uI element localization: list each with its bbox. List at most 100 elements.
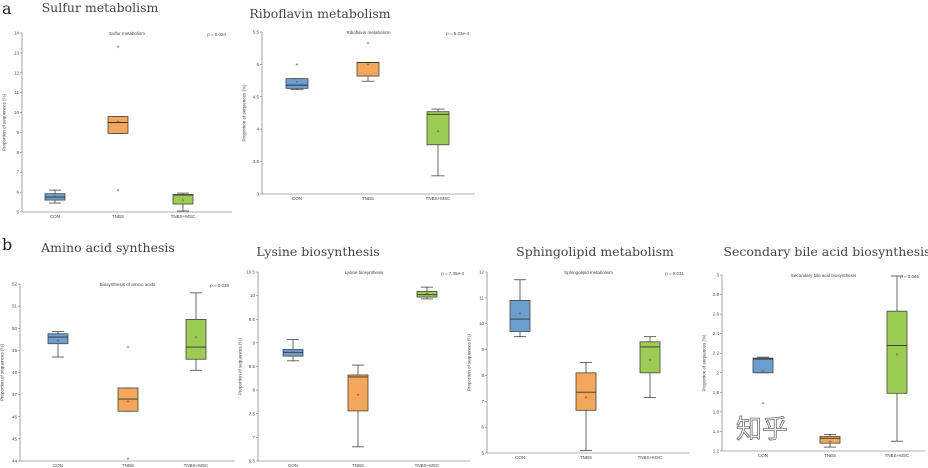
- box-iqr: [509, 300, 531, 332]
- mean-marker: [194, 335, 198, 339]
- box-tnbs: [356, 41, 380, 82]
- mean-marker: [181, 198, 185, 202]
- y-tick-label: 1.6: [713, 409, 720, 414]
- y-tick-label: 52: [12, 282, 18, 287]
- box-iqr: [285, 78, 309, 89]
- p-value: p = 0.031: [665, 271, 684, 276]
- box-con: [509, 279, 531, 338]
- y-tick-label: 2: [716, 370, 719, 375]
- y-tick-label: 5.5: [253, 30, 260, 35]
- x-tick-label: TNBS: [362, 196, 374, 201]
- y-tick-label: 3.5: [253, 159, 260, 164]
- x-tick-label: CON: [515, 455, 525, 460]
- y-tick-label: 1.2: [713, 449, 720, 454]
- box-con: [282, 339, 304, 362]
- box-con: [47, 331, 69, 358]
- x-tick-label: TNBS: [824, 453, 836, 458]
- chart-sphingolipid-metabolism: Sphingolipid metabolism Sphingolipid meta…: [467, 244, 690, 460]
- p-value: p = 7.35e-4: [441, 271, 464, 276]
- mean-marker: [295, 80, 299, 84]
- y-tick-label: 7.5: [249, 411, 256, 416]
- y-tick-label: 48: [12, 370, 18, 375]
- y-tick-label: 9: [481, 347, 484, 352]
- chart-title: Amino acid synthesis: [40, 240, 175, 255]
- y-tick-label: 9.5: [249, 317, 256, 322]
- chart-title: Sphingolipid metabolism: [516, 244, 674, 259]
- outlier-point: [761, 401, 765, 405]
- y-tick-label: 3: [716, 273, 719, 278]
- outlier-point: [116, 188, 120, 192]
- chart-lysine-biosynthesis: Lysine biosynthesis Lysine biosynthesis p …: [238, 244, 470, 468]
- y-axis-label: Proportion of sequences (%): [242, 84, 247, 142]
- y-tick-label: 8.5: [249, 364, 256, 369]
- box-iqr: [752, 357, 774, 374]
- y-tick-label: 9: [16, 130, 19, 135]
- box-iqr: [819, 435, 841, 444]
- y-axis-label: Proportion of sequences (%): [2, 93, 7, 151]
- x-tick-label: CON: [53, 463, 63, 468]
- x-tick-label: TNBS+MSC: [184, 463, 209, 468]
- x-tick-label: TNBS+MSC: [426, 196, 451, 201]
- x-tick-label: CON: [758, 453, 768, 458]
- mean-marker: [761, 369, 765, 373]
- x-tick-label: CON: [50, 214, 60, 219]
- box-tnbs: [107, 45, 129, 192]
- x-tick-label: TNBS+MSC: [638, 455, 663, 460]
- chart-title: Lysine biosynthesis: [256, 244, 379, 259]
- mean-marker: [436, 129, 440, 133]
- y-tick-label: 51: [12, 304, 18, 309]
- y-tick-label: 4.5: [253, 94, 260, 99]
- y-tick-label: 1.8: [713, 390, 720, 395]
- mean-marker: [584, 396, 588, 399]
- mean-marker: [648, 358, 652, 362]
- box-tnbs: [575, 362, 597, 451]
- x-tick-label: CON: [292, 196, 302, 201]
- y-tick-label: 46: [12, 414, 18, 419]
- p-value: p = 5.23e-4: [446, 31, 469, 36]
- y-tick-label: 49: [12, 348, 18, 353]
- box-iqr: [886, 310, 908, 394]
- box-tnbs: [819, 433, 841, 448]
- y-tick-label: 3: [256, 192, 259, 197]
- y-tick-label: 7: [481, 399, 484, 404]
- box-iqr: [639, 341, 661, 374]
- y-tick-label: 14: [14, 31, 20, 36]
- y-tick-label: 5: [481, 451, 484, 456]
- box-iqr: [117, 387, 139, 412]
- mean-marker: [291, 351, 295, 354]
- y-tick-label: 6.5: [249, 459, 256, 464]
- y-tick-label: 10: [14, 110, 20, 115]
- y-tick-label: 1.4: [713, 429, 720, 434]
- mean-marker: [126, 399, 130, 403]
- mean-marker: [828, 439, 832, 443]
- chart-title: Secondary bile acid biosynthesis: [723, 244, 928, 259]
- y-tick-label: 44: [12, 459, 18, 464]
- mean-marker: [56, 339, 60, 342]
- inner-title: Lysine biosynthesis: [345, 270, 385, 275]
- box-tnbs-msc: [426, 108, 450, 177]
- x-tick-label: TNBS: [122, 463, 134, 468]
- x-tick-label: CON: [288, 463, 298, 468]
- y-tick-label: 5: [16, 210, 19, 215]
- y-tick-label: 6: [16, 190, 19, 195]
- chart-amino-acid-synthesis: Amino acid synthesis Biosynthesis of amin…: [0, 240, 235, 468]
- y-tick-label: 10: [250, 293, 256, 298]
- outlier-point: [295, 63, 299, 66]
- y-axis-label: Proportion of sequences (%): [467, 333, 472, 391]
- y-axis-label: Proportion of sequences (%): [238, 337, 243, 395]
- x-tick-label: TNBS+MSC: [171, 214, 196, 219]
- panel-label-b: b: [2, 235, 12, 254]
- mean-marker: [518, 312, 522, 315]
- inner-title: Sphingolipid metabolism: [564, 270, 613, 275]
- y-tick-label: 10: [479, 321, 485, 326]
- watermark: 知乎: [736, 415, 788, 445]
- box-tnbs-msc: [172, 192, 194, 212]
- box-tnbs: [347, 364, 369, 448]
- box-iqr: [47, 333, 69, 345]
- box-tnbs-msc: [416, 286, 438, 300]
- x-tick-label: TNBS+MSC: [415, 463, 440, 468]
- y-tick-label: 7: [252, 435, 255, 440]
- y-tick-label: 9: [252, 340, 255, 345]
- mean-marker: [366, 63, 370, 66]
